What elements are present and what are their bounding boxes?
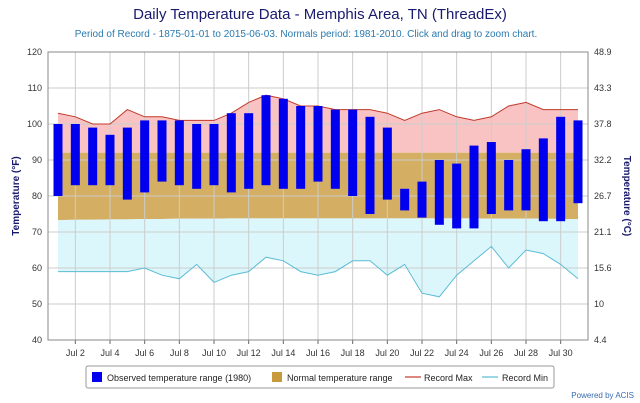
x-tick-label: Jul 28 bbox=[514, 348, 538, 358]
x-tick-label: Jul 10 bbox=[202, 348, 226, 358]
observed-bar bbox=[157, 120, 167, 182]
y-tick-left: 40 bbox=[32, 335, 42, 345]
y-tick-left: 110 bbox=[28, 83, 42, 93]
observed-bar bbox=[122, 127, 132, 200]
y-tick-right: 37.8 bbox=[594, 119, 612, 129]
x-tick-label: Jul 20 bbox=[375, 348, 399, 358]
y-tick-right: 43.3 bbox=[594, 83, 612, 93]
observed-bar bbox=[140, 120, 150, 193]
observed-bar bbox=[88, 127, 98, 186]
legend-box bbox=[85, 365, 555, 389]
y-tick-right: 48.9 bbox=[594, 47, 612, 57]
x-tick-label: Jul 26 bbox=[479, 348, 503, 358]
y-tick-right: 10 bbox=[594, 299, 604, 309]
observed-bar bbox=[244, 113, 254, 189]
y-axis-title-left: Temperature (°F) bbox=[11, 156, 22, 235]
observed-bar bbox=[504, 160, 514, 211]
legend-label-record-min: Record Min bbox=[502, 373, 548, 383]
legend-swatch-observed bbox=[92, 372, 102, 382]
y-tick-left: 80 bbox=[32, 191, 42, 201]
observed-bar bbox=[538, 138, 548, 222]
observed-bar bbox=[573, 120, 583, 204]
observed-bar bbox=[365, 116, 375, 214]
y-tick-right: 32.2 bbox=[594, 155, 612, 165]
observed-bar bbox=[521, 149, 531, 211]
y-tick-right: 4.4 bbox=[594, 335, 607, 345]
x-tick-label: Jul 6 bbox=[135, 348, 154, 358]
x-tick-label: Jul 14 bbox=[271, 348, 295, 358]
x-tick-label: Jul 12 bbox=[237, 348, 261, 358]
observed-bar bbox=[556, 116, 566, 222]
observed-bar bbox=[400, 188, 410, 211]
observed-bar bbox=[330, 109, 340, 189]
legend-label-observed: Observed temperature range (1980) bbox=[107, 373, 251, 383]
chart-title: Daily Temperature Data - Memphis Area, T… bbox=[133, 6, 507, 23]
x-tick-label: Jul 18 bbox=[341, 348, 365, 358]
observed-bar bbox=[70, 124, 80, 186]
y-tick-right: 15.6 bbox=[594, 263, 612, 273]
x-tick-label: Jul 24 bbox=[445, 348, 469, 358]
y-tick-right: 21.1 bbox=[594, 227, 612, 237]
x-tick-label: Jul 4 bbox=[100, 348, 119, 358]
chart-subtitle: Period of Record - 1875-01-01 to 2015-06… bbox=[75, 29, 537, 40]
legend-swatch-normal bbox=[272, 372, 282, 382]
credit[interactable]: Powered by ACIS bbox=[571, 391, 634, 400]
observed-bar bbox=[53, 124, 63, 196]
observed-bar bbox=[313, 106, 323, 182]
observed-bar bbox=[452, 163, 462, 229]
legend: Observed temperature range (1980) Normal… bbox=[85, 365, 555, 389]
observed-bar bbox=[226, 113, 236, 193]
observed-bar bbox=[192, 124, 202, 189]
observed-bar bbox=[469, 145, 479, 229]
y-tick-left: 70 bbox=[32, 227, 42, 237]
observed-bars bbox=[53, 95, 583, 229]
legend-label-normal: Normal temperature range bbox=[287, 373, 393, 383]
x-tick-label: Jul 16 bbox=[306, 348, 330, 358]
observed-bar bbox=[105, 134, 115, 186]
observed-bar bbox=[278, 98, 288, 189]
y-tick-left: 100 bbox=[27, 119, 42, 129]
x-tick-label: Jul 22 bbox=[410, 348, 434, 358]
x-tick-label: Jul 30 bbox=[549, 348, 573, 358]
observed-bar bbox=[209, 124, 219, 186]
observed-bar bbox=[296, 106, 306, 189]
observed-bar bbox=[348, 109, 358, 196]
y-tick-left: 90 bbox=[32, 155, 42, 165]
observed-bar bbox=[486, 142, 496, 214]
legend-label-record-max: Record Max bbox=[424, 373, 473, 383]
observed-bar bbox=[382, 127, 392, 200]
plot-border bbox=[47, 51, 589, 341]
y-tick-left: 120 bbox=[27, 47, 42, 57]
record-min-line bbox=[58, 245, 579, 298]
axes: 40 4.4 50 10 60 15.6 70 21.1 80 26.7 90 32.2 100 37.8… bbox=[27, 47, 612, 358]
y-axis-title-right: Temperature (°C) bbox=[621, 156, 632, 237]
x-tick-label: Jul 8 bbox=[170, 348, 189, 358]
y-tick-right: 26.7 bbox=[594, 191, 612, 201]
y-tick-left: 50 bbox=[32, 299, 42, 309]
y-tick-left: 60 bbox=[32, 263, 42, 273]
observed-bar bbox=[174, 120, 184, 186]
observed-bar bbox=[417, 181, 427, 218]
observed-bar bbox=[434, 160, 444, 225]
observed-bar bbox=[261, 95, 271, 186]
x-tick-label: Jul 2 bbox=[66, 348, 85, 358]
